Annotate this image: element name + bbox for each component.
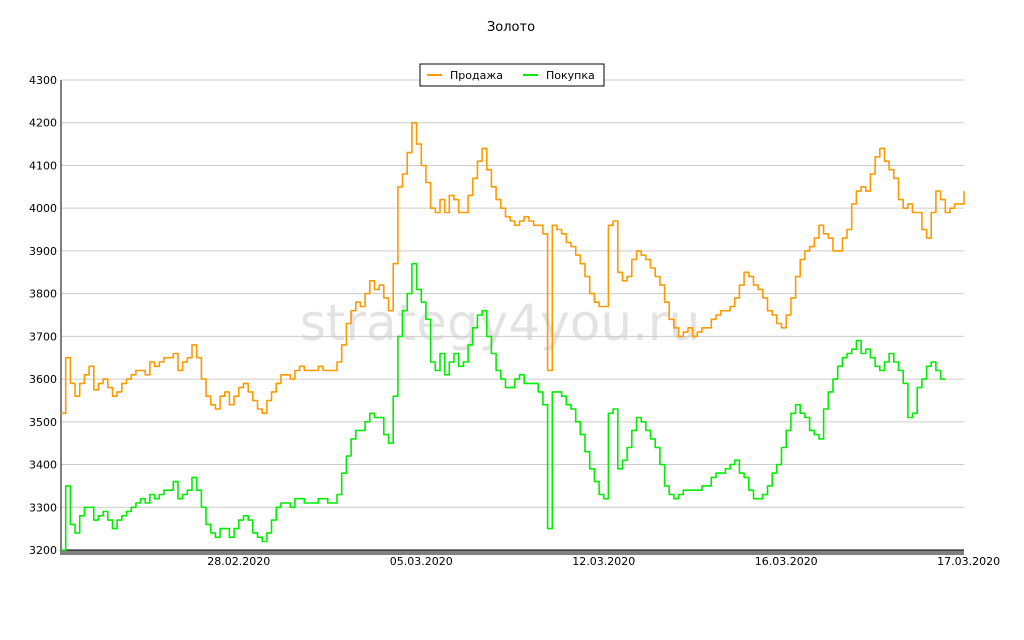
y-tick-label: 4300 [29,74,57,87]
axes [60,80,964,555]
series-line-1 [61,262,946,551]
y-tick-label: 3900 [29,245,57,258]
legend: Продажа Покупка [419,63,605,87]
y-axis-ticks: 3200 3300 3400 3500 3600 3700 3800 3900 4000 4100… [29,74,57,557]
watermark-text: strategy4you.ru [300,294,700,352]
y-tick-label: 4100 [29,159,57,172]
y-tick-label: 3700 [29,330,57,343]
gridlines [61,79,964,508]
y-tick-label: 3500 [29,416,57,429]
x-tick-label: 17.03.2020 [937,555,1000,568]
legend-box [419,63,605,87]
x-tick-label: 16.03.2020 [755,555,818,568]
legend-label-prodazha: Продажа [450,69,503,82]
x-axis-ticks: 28.02.2020 05.03.2020 12.03.2020 16.03.2020… [207,555,1000,568]
y-tick-label: 3300 [29,501,57,514]
y-tick-label: 3800 [29,288,57,301]
x-tick-label: 28.02.2020 [207,555,270,568]
chart-title: Золото [487,20,535,35]
legend-label-pokupka: Покупка [546,69,595,82]
series-line-0 [61,121,965,415]
x-minor-ticks [60,550,964,555]
y-tick-label: 3400 [29,459,57,472]
series-lines [61,121,965,551]
y-tick-label: 4000 [29,202,57,215]
y-tick-label: 3200 [29,544,57,557]
y-tick-label: 4200 [29,117,57,130]
x-tick-label: 12.03.2020 [572,555,635,568]
x-tick-label: 05.03.2020 [390,555,453,568]
y-tick-label: 3600 [29,373,57,386]
